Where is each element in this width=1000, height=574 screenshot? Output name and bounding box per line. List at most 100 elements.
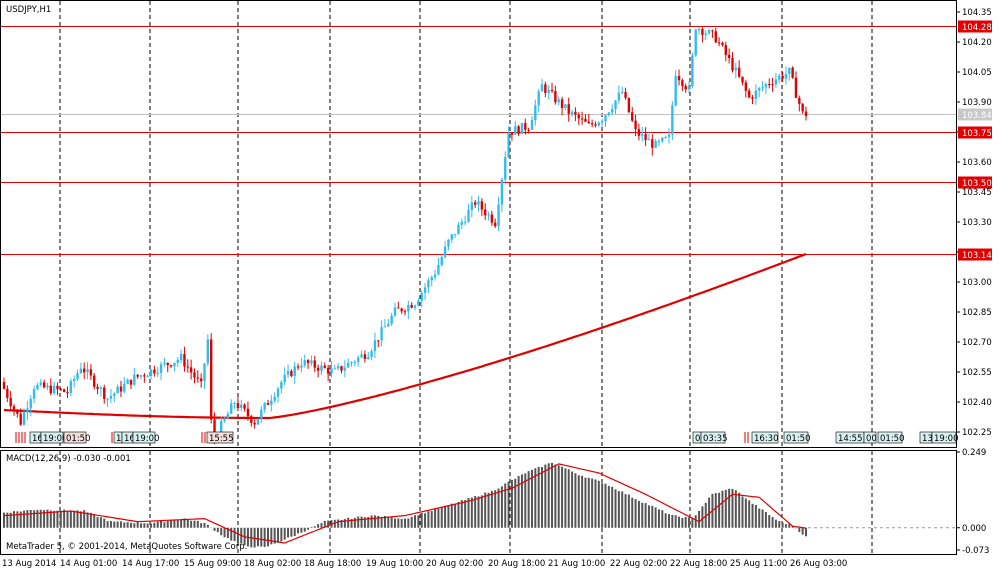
x-tick-label: 18 Aug 18:00 [304,559,361,569]
candle-body [49,385,52,394]
event-label-box [931,431,957,444]
candle-body [460,222,464,225]
time-axis: 13 Aug 2014 14 Aug 01:00 14 Aug 17:00 15 Au… [2,559,847,569]
candle-body [701,29,704,35]
candle-body [550,89,554,92]
candle-body [674,76,677,106]
candle-body [781,75,784,79]
y-tick-label: 102.25 [962,428,992,438]
x-tick-label: 25 Aug 11:00 [730,559,787,569]
candle-body [320,365,323,371]
candle-body [350,362,353,364]
candle-body [223,418,226,422]
macd-y-tick-label: -0.073 [962,546,989,556]
candle-body [711,30,714,32]
candle-body [764,84,768,88]
candle-body [547,89,550,93]
candle-body [273,396,276,401]
candle-body [159,364,163,373]
candle-body [186,366,189,368]
candle-body [624,91,627,98]
candle-body [661,137,664,142]
candle-body [93,375,96,387]
candle-body [16,409,19,414]
candle-body [627,97,631,113]
candle-body [497,204,500,227]
candle-body [116,386,119,394]
level-label: 103.14 [962,251,992,261]
x-tick-label: 26 Aug 03:00 [790,559,847,569]
candle-body [89,369,93,376]
event-label: 19:00 [934,434,959,444]
candle-body [731,58,734,71]
main-panel-frame [0,0,957,448]
candle-body [316,367,320,371]
candle-body [240,404,243,409]
candle-body [577,114,580,119]
candle-body [768,84,771,86]
candle-body [417,300,420,306]
candle-body [557,99,560,103]
candle-body [798,97,801,104]
candle-body [597,122,601,126]
candle-body [507,133,510,158]
candle-body [143,375,146,377]
candle-body [530,120,534,130]
candle-body [306,360,310,364]
candle-body [62,389,66,392]
candle-body [758,88,761,91]
candle-body [457,224,460,235]
level-label-box [958,176,992,189]
candle-body [2,382,6,389]
candle-body [193,372,196,378]
candle-body [751,97,754,99]
candle-body [213,419,216,439]
candle-body [129,379,133,385]
candle-body [26,408,29,413]
x-tick-label: 14 Aug 01:00 [60,559,117,569]
candle-body [621,91,624,93]
candle-body [604,115,607,122]
candle-body [226,413,230,419]
candle-body [166,362,169,366]
event-label: 01:50 [786,434,811,444]
candle-body [407,305,410,312]
candle-body [196,377,200,379]
candle-body [494,222,497,227]
candle-body [29,398,32,409]
candle-body [463,221,467,223]
candle-body [614,100,617,110]
candle-body [504,157,507,180]
level-label: 103.50 [962,179,992,189]
candle-body [209,339,213,420]
candle-body [420,292,423,301]
candle-body [370,351,373,357]
x-tick-label: 19 Aug 10:00 [366,559,423,569]
candle-body [387,323,390,327]
event-label: 1 [116,434,121,444]
candle-body [243,404,246,409]
candle-body [367,356,370,359]
macd-y-tick-label: 0.249 [962,448,986,458]
candle-body [510,133,514,135]
candle-body [156,372,159,374]
level-label: 104.28 [962,23,992,33]
candle-body [336,366,340,369]
x-tick-label: 14 Aug 17:00 [122,559,179,569]
candle-body [647,139,651,141]
x-tick-label: 15 Aug 09:00 [184,559,241,569]
candle-body [22,412,26,425]
y-tick-label: 102.70 [962,338,992,348]
candle-body [330,368,333,374]
candle-body [363,354,367,359]
candle-body [754,90,758,99]
level-labels: 104.28 103.75 103.50 103.14 103.84 [958,20,992,261]
candle-body [123,383,126,392]
macd-y-tick-label: 0.000 [962,524,986,534]
event-label-box [751,431,779,444]
candle-body [584,118,587,122]
candle-body [714,31,717,43]
candle-body [667,134,671,138]
candle-body [153,369,156,374]
